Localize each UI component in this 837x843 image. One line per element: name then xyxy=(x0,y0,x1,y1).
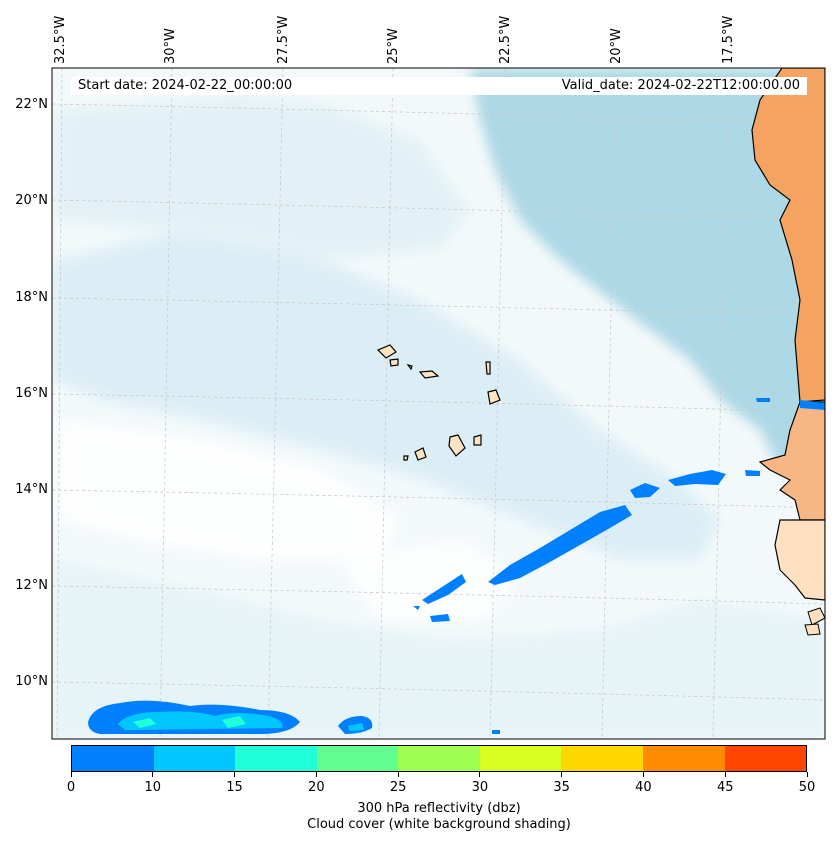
colorbar-title: 300 hPa reflectivity (dbz) xyxy=(357,801,521,816)
colorbar-tick-label: 0 xyxy=(66,780,76,795)
lon-label-20w: 20°W xyxy=(609,28,624,64)
colorbar-tick-label: 35 xyxy=(553,780,570,795)
cloud-band-north xyxy=(52,95,470,260)
lat-label-22n: 22°N xyxy=(15,97,48,112)
colorbar-tick xyxy=(561,772,563,777)
colorbar-tick xyxy=(479,772,481,777)
lat-label-16n: 16°N xyxy=(15,386,48,401)
colorbar-tick xyxy=(397,772,399,777)
land-senegal xyxy=(758,401,825,521)
cape-verde-islands xyxy=(376,344,501,461)
date-header-box xyxy=(71,77,807,95)
lat-label-10n: 10°N xyxy=(15,674,48,689)
colorbar-segment xyxy=(398,746,480,771)
clear-patch-southcentral xyxy=(340,540,520,620)
colorbar-segment xyxy=(561,746,643,771)
colorbar-segment xyxy=(642,746,725,771)
colorbar-segment xyxy=(153,746,236,771)
colorbar-tick xyxy=(642,772,644,777)
colorbar-tick-label: 10 xyxy=(144,780,162,795)
colorbar-tick-label: 15 xyxy=(226,780,243,795)
colorbar-segment xyxy=(724,746,807,771)
colorbar-tick xyxy=(724,772,726,777)
land-small-islet xyxy=(804,623,821,636)
colorbar-segment xyxy=(235,746,317,771)
cloud-band-central xyxy=(52,230,720,560)
colorbar-tick xyxy=(70,772,72,777)
map-frame xyxy=(51,67,826,740)
colorbar-segment xyxy=(72,746,154,771)
lat-label-20n: 20°N xyxy=(15,193,48,208)
reflectivity-colorbar xyxy=(71,745,807,772)
lat-label-14n: 14°N xyxy=(15,482,48,497)
land-guinea xyxy=(774,519,825,601)
lon-label-32-5w: 32.5°W xyxy=(53,15,68,64)
colorbar-tick-label: 45 xyxy=(716,780,734,795)
lat-label-18n: 18°N xyxy=(15,290,48,305)
colorbar-subtitle: Cloud cover (white background shading) xyxy=(307,817,571,832)
colorbar-tick-label: 40 xyxy=(635,780,652,795)
lon-label-22-5w: 22.5°W xyxy=(498,15,513,64)
colorbar-tick xyxy=(315,772,317,777)
colorbar-segment xyxy=(479,746,562,771)
cloud-band-south xyxy=(52,560,825,739)
colorbar-tick xyxy=(806,772,808,777)
colorbar-tick-label: 25 xyxy=(389,780,407,795)
colorbar-tick xyxy=(152,772,154,777)
lat-label-12n: 12°N xyxy=(15,578,48,593)
lon-label-17-5w: 17.5°W xyxy=(721,15,736,64)
colorbar-tick-label: 50 xyxy=(798,780,816,795)
valid-date-label: Valid_date: 2024-02-22T12:00:00.00 xyxy=(561,78,800,93)
colorbar-segment xyxy=(316,746,399,771)
land-bissau-islands xyxy=(807,607,825,626)
lon-label-25w: 25°W xyxy=(386,28,401,64)
land-mauritania xyxy=(751,68,825,403)
clear-sky-region xyxy=(470,68,825,470)
colorbar-tick-label: 20 xyxy=(308,780,325,795)
lon-label-27-5w: 27.5°W xyxy=(276,15,291,64)
colorbar-tick xyxy=(234,772,236,777)
lon-label-30w: 30°W xyxy=(163,28,178,64)
colorbar-tick-label: 30 xyxy=(471,780,489,795)
clear-patch-west xyxy=(60,420,400,560)
reflectivity-features xyxy=(88,398,825,734)
graticule xyxy=(52,68,825,739)
start-date-label: Start date: 2024-02-22_00:00:00 xyxy=(78,78,293,93)
